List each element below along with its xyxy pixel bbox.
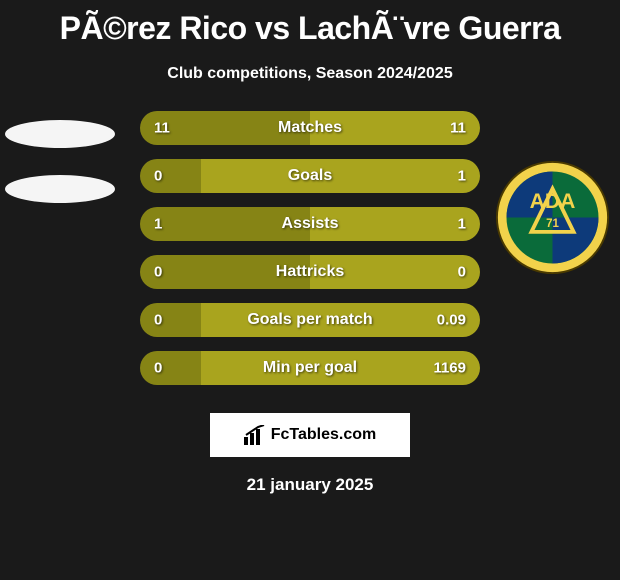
player-left-badge-1 xyxy=(5,120,115,148)
stat-value-left: 11 xyxy=(154,120,170,137)
stat-row: Min per goal 0 1169 xyxy=(140,351,480,385)
stat-label: Assists xyxy=(282,215,339,233)
club-badge-icon: ADA 71 xyxy=(495,160,610,275)
stat-value-left: 1 xyxy=(154,216,162,233)
stat-label: Matches xyxy=(278,119,342,137)
club-badge-right: ADA 71 xyxy=(495,160,610,275)
page-title: PÃ©rez Rico vs LachÃ¨vre Guerra xyxy=(0,0,620,47)
stat-row: Goals 0 1 xyxy=(140,159,480,193)
player-left-badge-2 xyxy=(5,175,115,203)
stat-value-right: 0.09 xyxy=(437,312,466,329)
stat-value-right: 1169 xyxy=(433,360,466,377)
stat-value-right: 11 xyxy=(450,120,466,137)
stat-bar-left xyxy=(140,351,201,385)
stat-value-left: 0 xyxy=(154,312,162,329)
stat-label: Min per goal xyxy=(263,359,357,377)
stat-value-right: 1 xyxy=(458,216,466,233)
stat-label: Goals xyxy=(288,167,332,185)
stat-bar-left xyxy=(140,303,201,337)
brand-text: FcTables.com xyxy=(271,426,377,444)
page-subtitle: Club competitions, Season 2024/2025 xyxy=(0,65,620,83)
stat-row: Assists 1 1 xyxy=(140,207,480,241)
brand-logo-icon xyxy=(244,425,266,445)
stat-label: Goals per match xyxy=(247,311,372,329)
stat-value-right: 1 xyxy=(458,168,466,185)
stat-bar-left xyxy=(140,159,201,193)
stat-value-left: 0 xyxy=(154,168,162,185)
brand-box: FcTables.com xyxy=(210,413,410,457)
stat-bar-right xyxy=(201,159,480,193)
stat-value-left: 0 xyxy=(154,360,162,377)
svg-text:ADA: ADA xyxy=(530,190,576,213)
stat-value-left: 0 xyxy=(154,264,162,281)
date-text: 21 january 2025 xyxy=(0,475,620,495)
stat-value-right: 0 xyxy=(458,264,466,281)
stat-row: Goals per match 0 0.09 xyxy=(140,303,480,337)
stat-row: Matches 11 11 xyxy=(140,111,480,145)
stat-row: Hattricks 0 0 xyxy=(140,255,480,289)
stat-label: Hattricks xyxy=(276,263,344,281)
svg-text:71: 71 xyxy=(546,218,559,230)
